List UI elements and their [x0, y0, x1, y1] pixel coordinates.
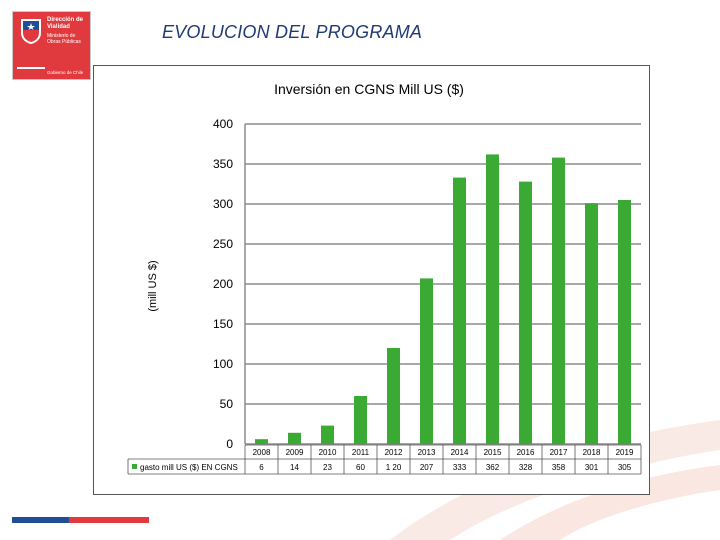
- bar-2015: [486, 154, 499, 444]
- x-tick-label: 2009: [286, 448, 304, 457]
- data-label: 23: [323, 463, 332, 472]
- bar-chart: Inversión en CGNS Mill US ($) (mill US $…: [127, 81, 642, 475]
- y-tick-label: 300: [213, 197, 233, 211]
- x-tick-label: 2010: [319, 448, 337, 457]
- x-tick-label: 2019: [616, 448, 634, 457]
- y-tick-label: 0: [226, 437, 233, 451]
- x-tick-label: 2018: [583, 448, 601, 457]
- data-label: 328: [519, 463, 533, 472]
- data-label: 60: [356, 463, 365, 472]
- y-tick-label: 150: [213, 317, 233, 331]
- logo-org-line1: Dirección de Vialidad: [47, 17, 84, 30]
- bar-2019: [618, 200, 631, 444]
- data-label: 14: [290, 463, 299, 472]
- y-tick-label: 100: [213, 357, 233, 371]
- legend-swatch: [132, 464, 137, 469]
- data-label: 358: [552, 463, 566, 472]
- logo-org-line2: Ministerio de Obras Públicas: [47, 33, 81, 45]
- data-label: 207: [420, 463, 434, 472]
- x-tick-label: 2017: [550, 448, 568, 457]
- data-label: 301: [585, 463, 599, 472]
- bar-2012: [387, 348, 400, 444]
- brand-stripe-red: [69, 517, 149, 523]
- bar-2010: [321, 425, 334, 444]
- bar-2009: [288, 432, 301, 444]
- y-tick-label: 400: [213, 117, 233, 131]
- bar-2013: [420, 278, 433, 444]
- data-label: 333: [453, 463, 467, 472]
- x-tick-label: 2016: [517, 448, 535, 457]
- data-label: 362: [486, 463, 500, 472]
- page-title: EVOLUCION DEL PROGRAMA: [162, 22, 423, 42]
- bar-2018: [585, 203, 598, 444]
- bar-2017: [552, 157, 565, 444]
- x-tick-label: 2014: [451, 448, 469, 457]
- bar-2014: [453, 177, 466, 444]
- x-tick-label: 2008: [253, 448, 271, 457]
- y-axis-label: (mill US $): [147, 260, 159, 311]
- data-label: 305: [618, 463, 632, 472]
- y-tick-label: 50: [220, 397, 234, 411]
- x-tick-label: 2015: [484, 448, 502, 457]
- brand-stripe-blue: [12, 517, 69, 523]
- shield-icon: [21, 19, 41, 44]
- y-tick-label: 350: [213, 157, 233, 171]
- bar-2008: [255, 439, 268, 444]
- x-tick-label: 2013: [418, 448, 436, 457]
- chart-title: Inversión en CGNS Mill US ($): [274, 81, 464, 97]
- brand-stripe: [12, 517, 149, 523]
- y-tick-label: 250: [213, 237, 233, 251]
- logo-govt: Gobierno de Chile: [47, 70, 84, 75]
- data-label: 6: [259, 463, 264, 472]
- government-logo: Dirección de Vialidad Ministerio de Obra…: [12, 11, 91, 80]
- legend-label: gasto mill US ($) EN CGNS: [140, 463, 238, 472]
- y-tick-label: 200: [213, 277, 233, 291]
- bar-2016: [519, 181, 532, 444]
- x-tick-label: 2012: [385, 448, 403, 457]
- logo-divider: [17, 67, 45, 69]
- x-tick-label: 2011: [352, 448, 370, 457]
- chart-frame: Inversión en CGNS Mill US ($) (mill US $…: [93, 65, 650, 495]
- bar-2011: [354, 396, 367, 444]
- data-label: 1 20: [386, 463, 402, 472]
